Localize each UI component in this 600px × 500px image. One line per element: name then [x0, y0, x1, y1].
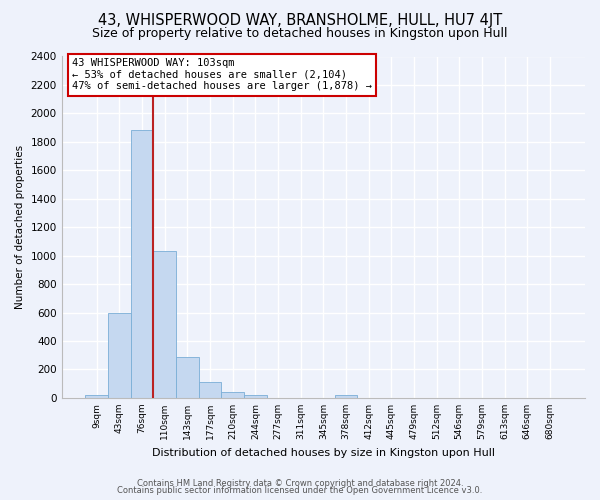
Bar: [108, 312, 131, 398]
Bar: [154, 252, 176, 398]
Text: Size of property relative to detached houses in Kingston upon Hull: Size of property relative to detached ho…: [92, 28, 508, 40]
Text: Contains HM Land Registry data © Crown copyright and database right 2024.: Contains HM Land Registry data © Crown c…: [137, 478, 463, 488]
Bar: [199, 382, 221, 398]
Text: 43, WHISPERWOOD WAY, BRANSHOLME, HULL, HU7 4JT: 43, WHISPERWOOD WAY, BRANSHOLME, HULL, H…: [98, 12, 502, 28]
Bar: [221, 392, 244, 398]
Text: Contains public sector information licensed under the Open Government Licence v3: Contains public sector information licen…: [118, 486, 482, 495]
Bar: [176, 358, 199, 398]
Text: 43 WHISPERWOOD WAY: 103sqm
← 53% of detached houses are smaller (2,104)
47% of s: 43 WHISPERWOOD WAY: 103sqm ← 53% of deta…: [72, 58, 372, 92]
Bar: [244, 395, 266, 398]
Y-axis label: Number of detached properties: Number of detached properties: [15, 145, 25, 310]
Bar: [131, 130, 154, 398]
X-axis label: Distribution of detached houses by size in Kingston upon Hull: Distribution of detached houses by size …: [152, 448, 495, 458]
Bar: [85, 395, 108, 398]
Bar: [335, 395, 358, 398]
